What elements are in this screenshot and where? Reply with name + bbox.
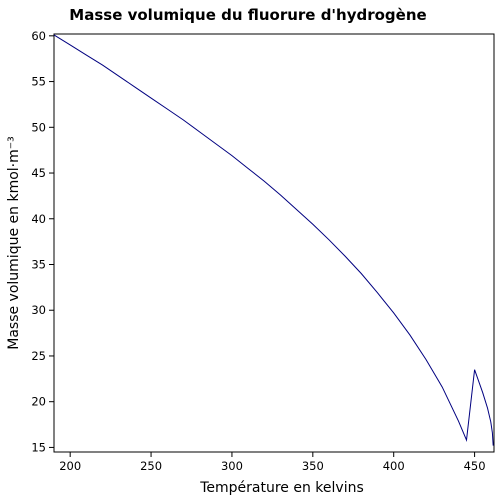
y-axis-label: Masse volumique en kmol·m⁻³ (6, 136, 22, 350)
y-tick-label: 55 (31, 75, 46, 89)
x-axis: 200 250 300 350 400 450 (59, 452, 486, 473)
x-axis-label: Température en kelvins (199, 480, 364, 496)
y-axis: 15 20 25 30 35 40 45 50 55 60 (31, 29, 54, 454)
x-tick-label: 300 (221, 459, 243, 473)
x-tick-label: 200 (59, 459, 81, 473)
y-tick-label: 40 (31, 212, 46, 226)
y-tick-label: 60 (31, 29, 46, 43)
y-tick-label: 50 (31, 120, 46, 134)
x-tick-label: 350 (302, 459, 324, 473)
y-tick-label: 30 (31, 303, 46, 317)
x-tick-label: 250 (140, 459, 162, 473)
x-tick-label: 400 (383, 459, 405, 473)
y-tick-label: 35 (31, 257, 46, 271)
y-tick-label: 45 (31, 166, 46, 180)
y-tick-label: 20 (31, 395, 46, 409)
plot-area-frame (53, 33, 495, 453)
y-tick-label: 25 (31, 349, 46, 363)
series-line-0 (53, 34, 494, 446)
chart-title: Masse volumique du fluorure d'hydrogène (69, 6, 426, 24)
series-layer (53, 34, 494, 446)
y-tick-label: 15 (31, 440, 46, 454)
x-tick-label: 450 (464, 459, 486, 473)
